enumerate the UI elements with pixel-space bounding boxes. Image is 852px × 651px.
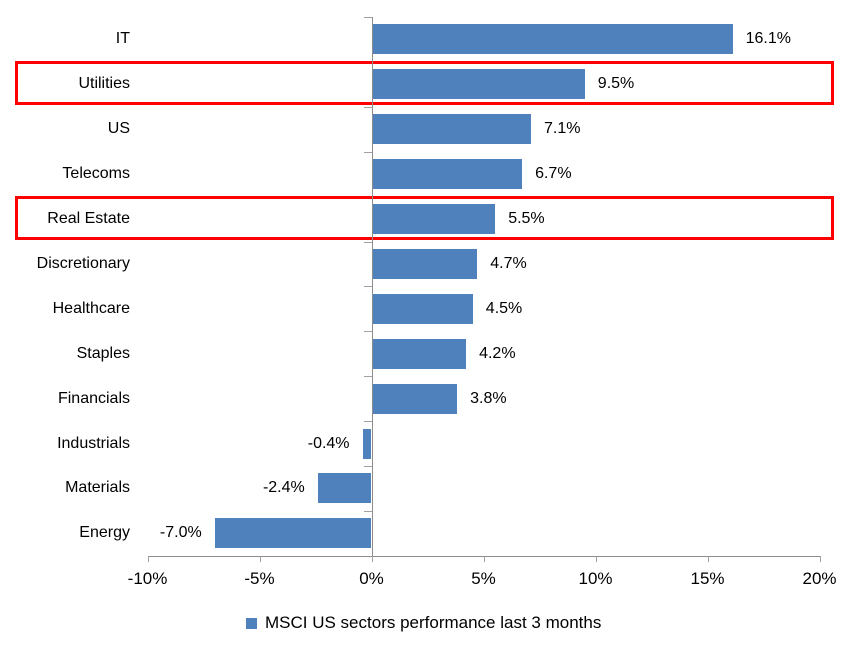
value-label-industrials: -0.4% [307,434,350,452]
bar-materials [317,473,372,504]
value-label-financials: 3.8% [470,389,507,407]
value-label-it: 16.1% [745,30,791,48]
category-axis-tick [363,17,372,18]
x-tick-label-5-: 5% [471,568,496,588]
bar-us [372,114,532,145]
value-label-materials: -2.4% [262,479,305,497]
x-tick-label-10-: 10% [578,568,613,588]
category-label-telecoms: Telecoms [62,165,130,183]
bar-telecoms [372,159,523,190]
value-label-staples: 4.2% [479,344,516,362]
value-axis-tick [259,555,261,562]
category-axis-tick [363,466,372,467]
value-axis-tick [483,555,485,562]
bar-it [372,24,733,55]
category-label-energy: Energy [79,524,130,542]
category-axis-tick [363,376,372,378]
category-label-discretionary: Discretionary [36,254,130,272]
category-label-us: US [107,120,130,138]
value-axis-tick [707,555,709,562]
x-tick-label-15-: 15% [690,568,725,588]
category-label-utilities: Utilities [78,75,130,93]
x-tick-label--10-: -10% [127,568,168,588]
category-axis-tick [363,421,372,423]
category-axis-line [371,17,373,556]
value-label-real-estate: 5.5% [508,210,545,228]
value-label-us: 7.1% [544,120,581,138]
category-axis-tick [363,106,372,108]
legend: MSCI US sectors performance last 3 month… [246,610,601,636]
category-label-financials: Financials [57,389,130,407]
category-label-materials: Materials [65,479,130,497]
value-axis-tick [371,555,373,562]
x-tick-label-20-: 20% [802,568,837,588]
category-axis-tick [363,331,372,333]
bar-healthcare [372,293,473,324]
value-axis-tick [595,555,597,562]
category-axis-tick [363,286,372,288]
category-axis-tick [363,510,372,512]
value-label-energy: -7.0% [159,524,202,542]
value-axis-tick [147,555,149,562]
x-tick-label-0-: 0% [359,568,384,588]
bar-financials [372,383,458,414]
bar-real-estate [372,204,496,235]
category-axis-tick [363,61,372,63]
value-label-discretionary: 4.7% [490,254,527,272]
category-label-healthcare: Healthcare [52,299,130,317]
category-label-real-estate: Real Estate [47,210,130,228]
bar-energy [214,518,372,549]
value-label-telecoms: 6.7% [535,165,572,183]
value-label-utilities: 9.5% [597,75,635,93]
category-label-it: IT [115,30,130,48]
bar-staples [372,338,467,369]
category-axis-tick [363,196,372,198]
bar-discretionary [372,248,478,279]
category-axis-tick [363,241,372,243]
category-label-industrials: Industrials [57,434,130,452]
value-label-healthcare: 4.5% [485,299,523,317]
x-tick-label--5-: -5% [244,568,275,588]
bar-industrials [362,428,372,459]
category-label-staples: Staples [76,344,130,362]
bar-utilities [372,69,585,100]
value-axis-tick [819,555,821,562]
legend-marker-square [246,617,257,629]
category-axis-tick [363,151,372,153]
legend-label: MSCI US sectors performance last 3 month… [265,613,602,632]
